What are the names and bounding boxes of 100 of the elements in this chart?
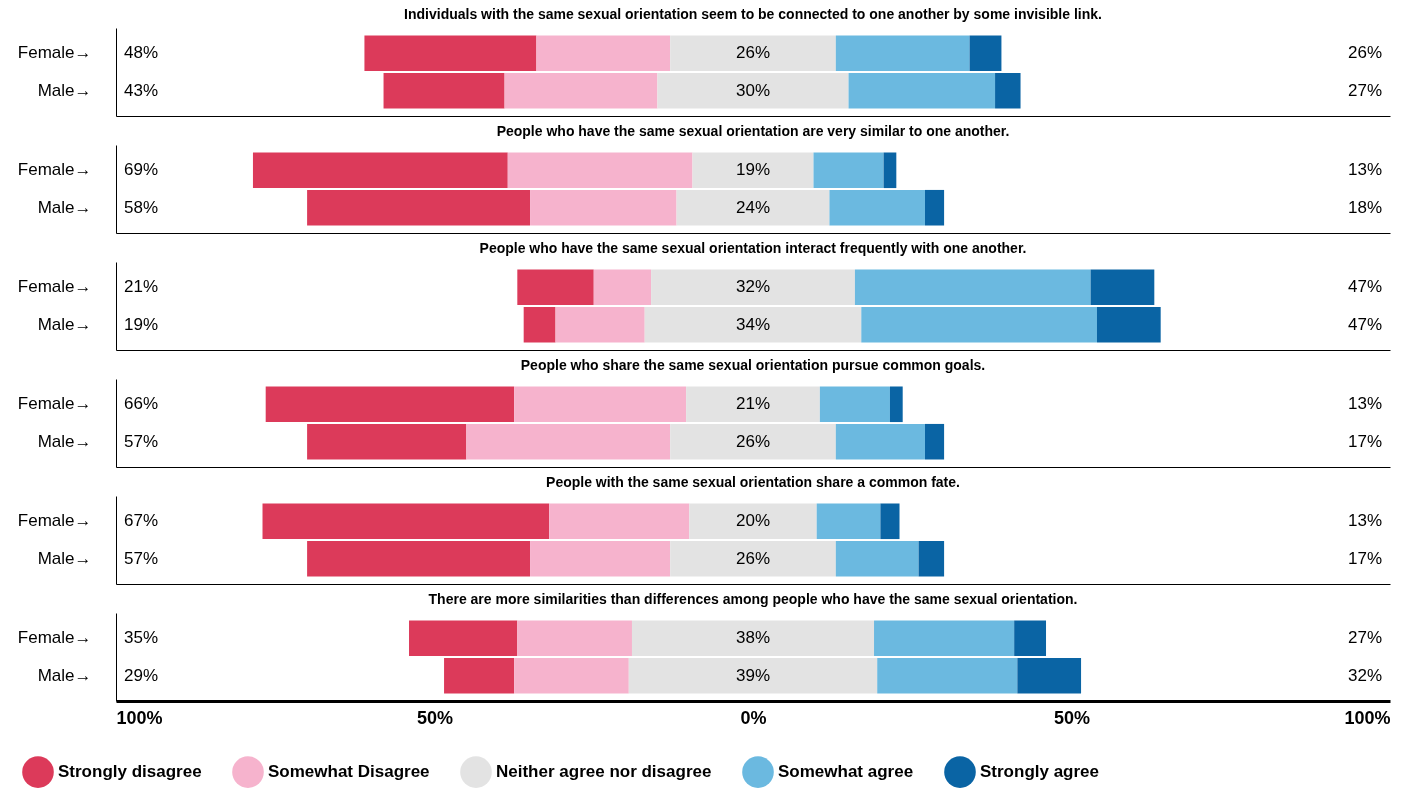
bar bbox=[530, 189, 677, 226]
legend-label: Somewhat Disagree bbox=[268, 762, 430, 782]
bar bbox=[523, 306, 556, 343]
chart-title: There are more similarities than differences among people who have the same sexual orientation. bbox=[428, 591, 1078, 607]
bar bbox=[924, 423, 945, 460]
chart-title: People with the same sexual orientation share a common fate. bbox=[546, 474, 960, 490]
bar bbox=[918, 540, 945, 577]
legend-label: Strongly disagree bbox=[58, 762, 202, 782]
bar bbox=[517, 269, 594, 306]
legend-label: Strongly agree bbox=[980, 762, 1100, 782]
bar bbox=[686, 386, 820, 423]
bar bbox=[252, 152, 508, 189]
bar bbox=[265, 386, 515, 423]
data-label: 34% bbox=[735, 314, 771, 334]
chart-title: People who share the same sexual orientation pursue common goals. bbox=[520, 357, 986, 373]
x-tick-label: 100% bbox=[116, 707, 163, 728]
bar bbox=[364, 35, 537, 72]
legend-label: Somewhat agree bbox=[778, 762, 914, 782]
data-label: 39% bbox=[735, 665, 771, 685]
bar bbox=[507, 152, 693, 189]
annotation: 18% bbox=[1347, 197, 1382, 217]
bar bbox=[819, 386, 890, 423]
annotation: 29% bbox=[124, 665, 159, 685]
data-label: 24% bbox=[735, 197, 771, 217]
annotation: 43% bbox=[124, 80, 159, 100]
y-tick-label: Male→ bbox=[37, 314, 92, 334]
bar bbox=[536, 35, 671, 72]
data-label: 20% bbox=[735, 511, 771, 531]
annotation: 27% bbox=[1347, 628, 1382, 648]
annotation: 48% bbox=[124, 43, 159, 63]
annotation: 26% bbox=[1347, 43, 1382, 63]
bar bbox=[835, 423, 925, 460]
legend-label: Neither agree nor disagree bbox=[496, 762, 712, 782]
bar bbox=[504, 72, 658, 109]
annotation: 47% bbox=[1347, 277, 1382, 297]
bar bbox=[670, 35, 836, 72]
data-label: 21% bbox=[735, 394, 771, 414]
bar bbox=[530, 540, 671, 577]
bar bbox=[861, 306, 1097, 343]
bar bbox=[307, 540, 531, 577]
annotation: 17% bbox=[1347, 431, 1382, 451]
annotation: 57% bbox=[124, 431, 159, 451]
y-tick-label: Female→ bbox=[17, 277, 92, 297]
chart-title: People who have the same sexual orientation are very similar to one another. bbox=[496, 123, 1010, 139]
data-label: 19% bbox=[735, 160, 771, 180]
bar bbox=[995, 72, 1021, 109]
data-label: 32% bbox=[735, 277, 771, 297]
bar bbox=[835, 35, 970, 72]
bar bbox=[262, 503, 550, 540]
bar bbox=[835, 540, 919, 577]
bar bbox=[549, 503, 690, 540]
annotation: 27% bbox=[1347, 80, 1382, 100]
bar bbox=[829, 189, 925, 226]
bar bbox=[689, 503, 817, 540]
bar bbox=[676, 189, 830, 226]
annotation: 69% bbox=[124, 160, 159, 180]
x-tick-label: 0% bbox=[740, 707, 767, 728]
bar bbox=[848, 72, 996, 109]
annotation: 17% bbox=[1347, 548, 1382, 568]
bar bbox=[880, 503, 900, 540]
bar bbox=[383, 72, 505, 109]
data-label: 26% bbox=[735, 431, 771, 451]
annotation: 57% bbox=[124, 548, 159, 568]
annotation: 19% bbox=[124, 314, 159, 334]
bar bbox=[924, 189, 945, 226]
y-tick-label: Male→ bbox=[37, 548, 92, 568]
y-tick-label: Male→ bbox=[37, 80, 92, 100]
y-tick-label: Female→ bbox=[17, 511, 92, 531]
bar bbox=[889, 386, 903, 423]
annotation: 47% bbox=[1347, 314, 1382, 334]
bar bbox=[692, 152, 814, 189]
x-tick-label: 100% bbox=[1344, 707, 1391, 728]
bar bbox=[514, 386, 687, 423]
bar bbox=[307, 423, 467, 460]
annotation: 13% bbox=[1347, 160, 1382, 180]
data-label: 38% bbox=[735, 628, 771, 648]
data-label: 30% bbox=[735, 80, 771, 100]
annotation: 13% bbox=[1347, 394, 1382, 414]
annotation: 13% bbox=[1347, 511, 1382, 531]
y-tick-label: Male→ bbox=[37, 431, 92, 451]
annotation: 21% bbox=[124, 277, 159, 297]
bar bbox=[651, 269, 855, 306]
y-tick-label: Female→ bbox=[17, 160, 92, 180]
bar bbox=[307, 189, 531, 226]
bar bbox=[670, 423, 836, 460]
annotation: 35% bbox=[124, 628, 159, 648]
bar bbox=[644, 306, 862, 343]
annotation: 66% bbox=[124, 394, 159, 414]
data-label: 26% bbox=[735, 548, 771, 568]
annotation: 32% bbox=[1347, 665, 1382, 685]
x-tick-label: 50% bbox=[1053, 707, 1091, 728]
annotation: 58% bbox=[124, 197, 159, 217]
annotation: 67% bbox=[124, 511, 159, 531]
bar bbox=[555, 306, 645, 343]
bar bbox=[670, 540, 836, 577]
y-tick-label: Male→ bbox=[37, 665, 92, 685]
bar bbox=[813, 152, 884, 189]
y-tick-label: Female→ bbox=[17, 394, 92, 414]
bar bbox=[1096, 306, 1161, 343]
bar bbox=[1090, 269, 1155, 306]
